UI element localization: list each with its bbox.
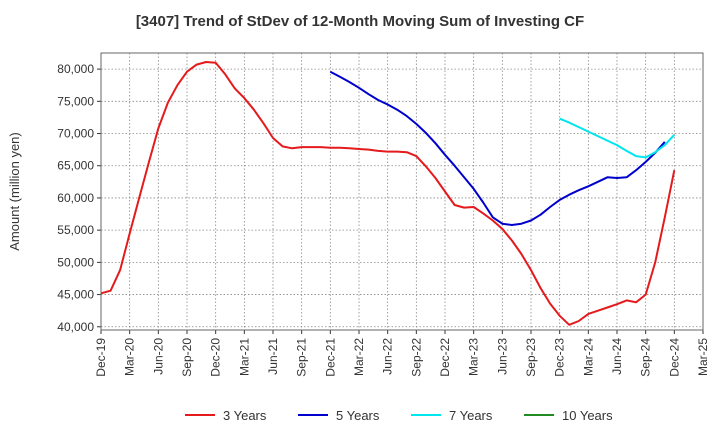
y-tick-label: 65,000 <box>57 159 94 173</box>
y-tick-label: 80,000 <box>57 62 94 76</box>
chart-title: [3407] Trend of StDev of 12-Month Moving… <box>135 13 585 30</box>
x-axis: Dec-19 Mar-20 Jun-20 Sep-20 Dec-20 Mar-21 Jun-… <box>94 330 710 377</box>
legend-label: 3 Years <box>223 408 267 423</box>
legend: 3 Years 5 Years 7 Years 10 Years <box>185 408 613 423</box>
plot-frame <box>100 52 704 331</box>
x-tick-label: Mar-24 <box>581 338 595 376</box>
x-tick-label: Sep-21 <box>295 338 309 377</box>
series-line-3-years <box>100 61 676 326</box>
x-tick-label: Sep-23 <box>524 338 538 377</box>
legend-label: 5 Years <box>336 408 380 423</box>
x-tick-label: Dec-20 <box>209 338 223 377</box>
x-tick-label: Dec-19 <box>94 338 108 377</box>
x-tick-label: Jun-21 <box>266 338 280 375</box>
y-tick-label: 45,000 <box>57 288 94 302</box>
x-tick-label: Mar-21 <box>237 338 251 376</box>
y-axis-label: Amount (million yen) <box>7 132 22 251</box>
series-line-7-years <box>559 117 676 159</box>
y-axis: 40,000 45,000 50,000 55,000 60,000 65,000 70,0… <box>57 62 101 334</box>
y-tick-label: 50,000 <box>57 255 94 269</box>
x-tick-label: Dec-22 <box>438 338 452 377</box>
x-tick-label: Dec-21 <box>323 338 337 377</box>
x-tick-label: Dec-24 <box>667 338 681 377</box>
x-tick-label: Mar-25 <box>696 338 710 376</box>
legend-label: 10 Years <box>562 408 613 423</box>
x-tick-label: Jun-24 <box>610 338 624 375</box>
x-tick-label: Jun-20 <box>151 338 165 375</box>
legend-label: 7 Years <box>449 408 493 423</box>
x-tick-label: Mar-20 <box>123 338 137 376</box>
y-tick-label: 60,000 <box>57 191 94 205</box>
series-lines <box>100 61 676 326</box>
x-tick-label: Mar-22 <box>352 338 366 376</box>
series-line-5-years <box>329 70 666 226</box>
x-tick-label: Sep-22 <box>409 338 423 377</box>
x-tick-label: Dec-23 <box>553 338 567 377</box>
x-tick-label: Jun-23 <box>495 338 509 375</box>
y-tick-label: 40,000 <box>57 320 94 334</box>
x-tick-label: Sep-20 <box>180 338 194 377</box>
x-tick-label: Mar-23 <box>467 338 481 376</box>
y-tick-label: 75,000 <box>57 94 94 108</box>
y-tick-label: 55,000 <box>57 223 94 237</box>
grid <box>100 53 704 330</box>
x-tick-label: Jun-22 <box>381 338 395 375</box>
y-tick-label: 70,000 <box>57 127 94 141</box>
x-tick-label: Sep-24 <box>639 338 653 377</box>
